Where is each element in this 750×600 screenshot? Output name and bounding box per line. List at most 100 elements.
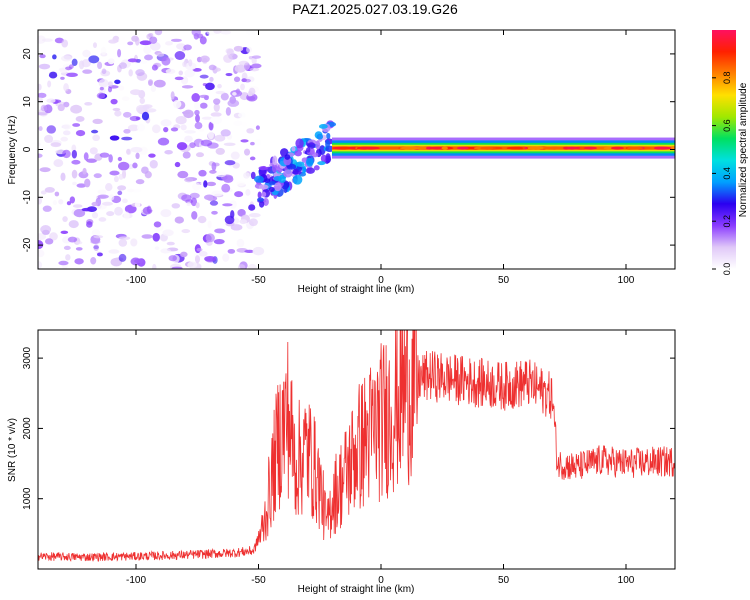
heatmap-cell [211,210,218,215]
heatmap-cell [207,130,214,140]
heatmap-cell [140,60,148,64]
heatmap-cell [73,209,86,218]
heatmap-cell [527,146,547,150]
heatmap-cell [238,60,249,66]
heatmap-cell [250,171,256,180]
heatmap-cell [38,240,44,250]
heatmap-cell [325,139,330,149]
heatmap-cell [97,194,109,199]
heatmap-cell [208,64,217,71]
heatmap-cell [53,159,64,168]
heatmap-cell [118,253,127,262]
heatmap-cell [214,171,227,178]
heatmap-cell [152,232,160,242]
heatmap-cell [271,163,278,173]
heatmap-cell [302,165,307,174]
heatmap-cell [148,33,154,38]
heatmap-cell [191,210,198,220]
heatmap-cell [118,36,126,45]
heatmap-cell [213,239,225,245]
heatmap-cell [149,159,158,169]
heatmap-cell [292,168,299,175]
heatmap-cell [150,85,157,92]
heatmap-cell [127,41,134,46]
heatmap-cell [160,119,172,127]
heatmap-cell [165,68,176,74]
snr-xtick-label: 0 [378,575,384,586]
heatmap-cell [109,170,120,176]
heatmap-cell [243,172,250,179]
heatmap-cell [258,166,268,171]
heatmap-cell [38,249,45,258]
heatmap-cell [75,129,86,137]
heatmap-cell [71,159,81,165]
heatmap-cell [213,30,222,34]
heatmap-cell [107,81,113,87]
heatmap-cell [54,191,60,197]
heatmap-cell [88,55,100,64]
heatmap-cell [235,88,241,95]
heatmap-cell [97,189,107,195]
heatmap-cell [226,48,235,57]
heatmap-cell [210,112,222,117]
heatmap-cell [184,69,195,78]
heatmap-cell [317,161,326,166]
heatmap-cell [99,86,104,91]
colorbar-fill [712,30,736,269]
colorbar-tick-label: 0.0 [722,263,732,276]
heatmap-cell [248,204,256,211]
spectrogram-ylabel: Frequency (Hz) [7,116,18,185]
heatmap-cell [101,68,107,75]
heatmap-cell [315,140,321,150]
heatmap-cell [241,121,248,127]
heatmap-cell [162,229,174,237]
heatmap-cell [205,233,215,243]
heatmap-cell [456,146,469,150]
heatmap-cell [96,92,106,99]
heatmap-cell [195,152,204,158]
heatmap-cell [193,33,199,40]
heatmap-cell [184,177,194,183]
heatmap-cell [60,172,66,182]
heatmap-cell [148,153,156,158]
heatmap-cell [154,30,163,36]
heatmap-cell [38,142,41,147]
heatmap-cell [42,205,52,212]
heatmap-cell [93,173,102,179]
heatmap-cell [236,181,246,187]
heatmap-cell [62,149,71,159]
heatmap-cell [209,76,214,82]
heatmap-cell [153,221,162,228]
heatmap-cell [110,98,118,105]
heatmap-cell [195,202,200,209]
heatmap-cell [193,102,201,110]
colorbar-ticks: 0.0 0.2 0.4 0.6 0.8 [712,72,732,276]
heatmap-cell [86,158,98,163]
heatmap-cell [174,51,186,60]
heatmap-cell [118,161,130,171]
heatmap-cell [222,253,230,262]
heatmap-cell [160,248,172,254]
heatmap-cell [325,153,331,162]
heatmap-cell [126,148,131,155]
heatmap-cell [214,134,226,142]
heatmap-cell [566,146,578,150]
heatmap-cell [38,83,42,91]
heatmap-cell [180,251,188,258]
heatmap-cell [174,161,181,168]
heatmap-cell [199,36,207,45]
heatmap-cell [171,266,183,269]
heatmap-cell [216,36,225,44]
heatmap-cell [52,200,57,206]
heatmap-cell [154,246,160,251]
heatmap-cell [215,90,226,95]
heatmap-cell [70,104,83,114]
heatmap-cell [284,154,291,160]
heatmap-cell [131,35,139,42]
heatmap-cell [45,238,54,245]
heatmap-cell [63,83,69,92]
heatmap-cell [213,103,220,112]
heatmap-cell [75,241,83,245]
heatmap-cell [251,55,261,59]
